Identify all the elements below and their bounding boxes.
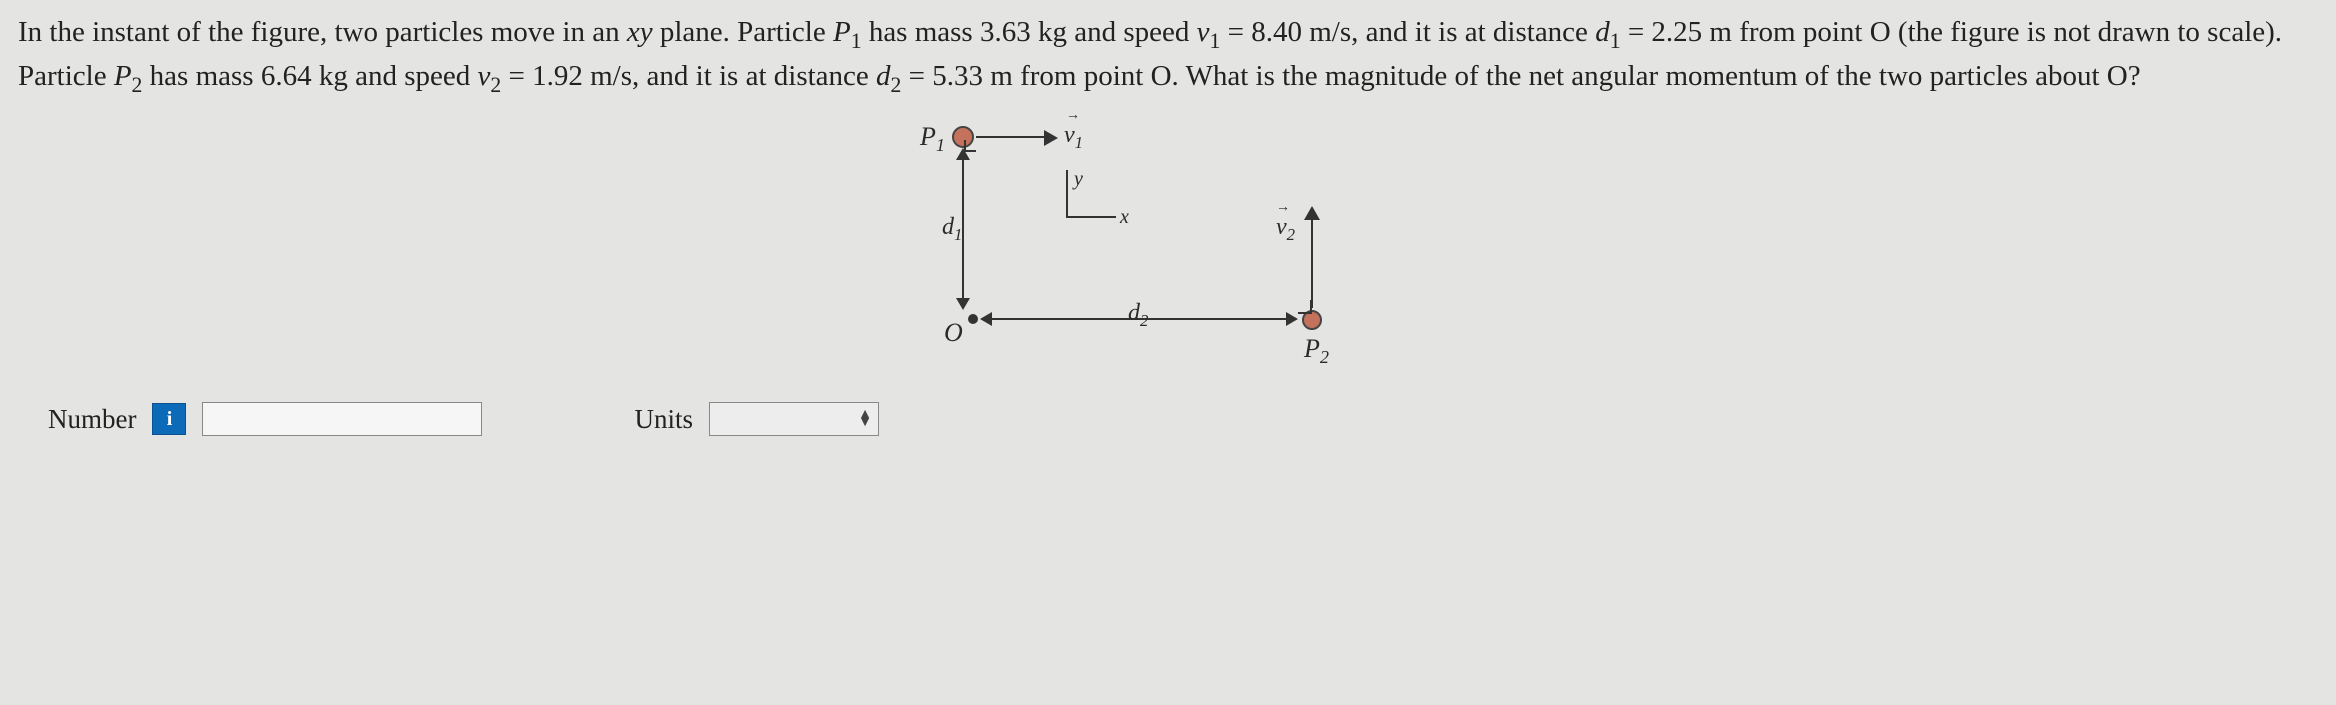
d2-arrowhead-right-icon — [1286, 312, 1298, 326]
text: In the instant of the figure, two partic… — [18, 16, 627, 48]
origin-label: O — [944, 318, 963, 348]
text: and speed — [1067, 16, 1197, 48]
text: d — [876, 60, 891, 92]
text: P — [833, 16, 851, 48]
text: 2 — [1287, 225, 1295, 244]
text: , and it is at distance — [1351, 16, 1595, 48]
text: = — [501, 60, 532, 92]
text: and speed — [348, 60, 478, 92]
v2-arrow-icon — [1311, 218, 1313, 308]
p1-label: P1 — [920, 122, 945, 156]
text: = — [1621, 16, 1652, 48]
text: 2.25 m — [1651, 16, 1732, 48]
answer-input-row: Number i Units ▲▼ — [18, 402, 2318, 436]
text: 5.33 m — [932, 60, 1013, 92]
number-input[interactable] — [202, 402, 482, 436]
text: 1 — [851, 29, 862, 53]
text: 2 — [1140, 311, 1148, 330]
text: v — [478, 60, 491, 92]
text: d — [942, 214, 954, 240]
text: 1 — [954, 225, 962, 244]
text: from point O. What is the magnitude of t… — [1013, 60, 2141, 92]
text: 1.92 m/s — [532, 60, 632, 92]
d1-arrowhead-top-icon — [956, 148, 970, 160]
y-axis-icon — [1066, 170, 1068, 216]
units-label: Units — [634, 404, 693, 435]
text: 8.40 m/s — [1251, 16, 1351, 48]
text: d — [1128, 300, 1140, 326]
d2-label: d2 — [1128, 300, 1148, 331]
units-select[interactable]: ▲▼ — [709, 402, 879, 436]
text: v — [1197, 16, 1210, 48]
text: 1 — [1075, 133, 1083, 152]
origin-dot-icon — [968, 314, 978, 324]
x-axis-icon — [1066, 216, 1116, 218]
text: P — [1304, 334, 1320, 363]
text: v — [1064, 122, 1075, 148]
v1-arrowhead-icon — [1044, 130, 1058, 146]
text: = — [1220, 16, 1251, 48]
spinner-icon: ▲▼ — [858, 411, 872, 427]
v2-label: v2 — [1276, 214, 1295, 245]
text: v — [1276, 214, 1287, 240]
physics-diagram: P1 v1 d1 O y x d2 P2 v2 — [868, 118, 1468, 378]
problem-statement: In the instant of the figure, two partic… — [18, 12, 2318, 100]
text: 3.63 kg — [980, 16, 1067, 48]
y-axis-label: y — [1074, 168, 1083, 191]
info-button[interactable]: i — [152, 403, 186, 435]
v2-arrowhead-icon — [1304, 206, 1320, 220]
text: d — [1595, 16, 1610, 48]
text: plane. Particle — [653, 16, 833, 48]
p2-label: P2 — [1304, 334, 1329, 368]
text: P — [114, 60, 132, 92]
text: P — [920, 122, 936, 151]
text: 1 — [1210, 29, 1221, 53]
text: 2 — [490, 73, 501, 97]
text: 6.64 kg — [261, 60, 348, 92]
text: 2 — [1320, 348, 1329, 368]
text: 1 — [1610, 29, 1621, 53]
text: xy — [627, 16, 653, 48]
text: 1 — [936, 136, 945, 156]
right-angle-icon — [1298, 300, 1312, 314]
x-axis-label: x — [1120, 206, 1129, 229]
number-label: Number — [48, 404, 136, 435]
figure-container: P1 v1 d1 O y x d2 P2 v2 — [18, 118, 2318, 378]
text: 2 — [891, 73, 902, 97]
v1-arrow-icon — [976, 136, 1048, 138]
text: has mass — [142, 60, 260, 92]
text: 2 — [132, 73, 143, 97]
d1-label: d1 — [942, 214, 962, 245]
v1-label: v1 — [1064, 122, 1083, 153]
d1-arrowhead-bottom-icon — [956, 298, 970, 310]
d2-arrowhead-left-icon — [980, 312, 992, 326]
text: , and it is at distance — [632, 60, 876, 92]
text: has mass — [862, 16, 980, 48]
text: = — [901, 60, 932, 92]
